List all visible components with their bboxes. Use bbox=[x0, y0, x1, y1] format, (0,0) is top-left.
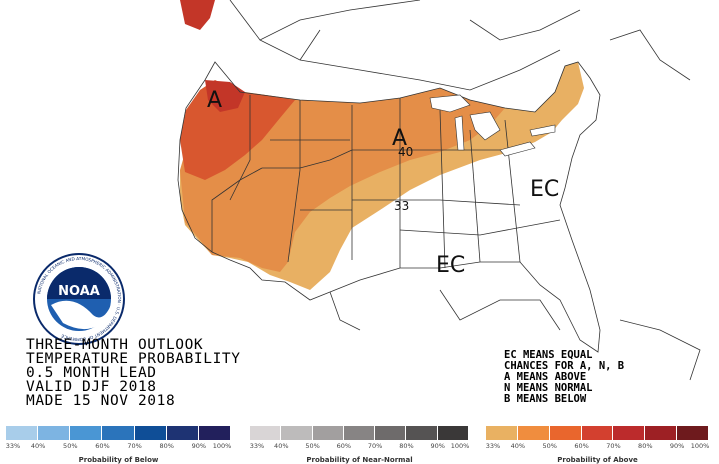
above-60-core bbox=[205, 80, 245, 112]
color-bar-tick: 90% bbox=[191, 442, 207, 450]
color-swatch bbox=[102, 426, 135, 440]
boundary-lines bbox=[177, 0, 701, 381]
near-normal-color-bar: 33% 40% 50% 60% 70% 80% 90% 100% Probability of… bbox=[250, 426, 469, 464]
contour-label-33: 33 bbox=[394, 199, 409, 213]
above-60-alaska bbox=[180, 0, 215, 30]
contour-label-40: 40 bbox=[398, 145, 413, 159]
color-bar-tick: 50% bbox=[63, 442, 78, 450]
title-line: THREE-MONTH OUTLOOK bbox=[26, 337, 204, 353]
color-swatch bbox=[312, 426, 344, 440]
above-color-bar: 33% 40% 50% 60% 70% 80% 90% 100% Probability of… bbox=[486, 426, 709, 464]
color-swatch bbox=[166, 426, 199, 440]
color-bar-tick: 40% bbox=[30, 442, 46, 450]
title-line: VALID DJF 2018 bbox=[26, 379, 157, 395]
color-swatch bbox=[343, 426, 376, 440]
color-bar-tick: 50% bbox=[542, 442, 557, 450]
ec-label-northeast: EC bbox=[530, 177, 559, 202]
near-normal-swatches bbox=[250, 426, 469, 440]
color-bar-tick: 90% bbox=[669, 442, 685, 450]
color-bar-tick: 40% bbox=[510, 442, 526, 450]
color-swatch bbox=[645, 426, 678, 440]
color-swatch bbox=[581, 426, 614, 440]
color-swatch bbox=[70, 426, 103, 440]
color-swatch bbox=[38, 426, 71, 440]
legend-line: N MEANS NORMAL bbox=[504, 382, 593, 394]
above-label-northwest: A bbox=[207, 88, 222, 113]
color-swatch bbox=[281, 426, 313, 440]
outlook-title: THREE-MONTH OUTLOOK TEMPERATURE PROBABIL… bbox=[26, 337, 241, 409]
great-lakes bbox=[429, 94, 556, 157]
noaa-logo-text: NOAA bbox=[58, 284, 100, 299]
color-swatch bbox=[134, 426, 167, 440]
color-bar-tick: 80% bbox=[159, 442, 174, 450]
color-bar-tick: 60% bbox=[574, 442, 589, 450]
title-line: TEMPERATURE PROBABILITY bbox=[26, 351, 241, 367]
category-legend: EC MEANS EQUAL CHANCES FOR A, N, B A MEA… bbox=[504, 350, 624, 405]
below-swatches bbox=[6, 426, 231, 440]
legend-line: A MEANS ABOVE bbox=[504, 371, 587, 383]
above-swatches bbox=[486, 426, 709, 440]
color-bar-tick: 33% bbox=[5, 442, 21, 450]
color-bar-tick: 70% bbox=[606, 442, 621, 450]
title-line: MADE 15 NOV 2018 bbox=[26, 393, 176, 409]
above-label-midwest: A bbox=[392, 126, 407, 151]
color-bar-tick: 50% bbox=[305, 442, 320, 450]
color-bar-tick: 100% bbox=[690, 442, 710, 450]
color-bar-tick: 70% bbox=[367, 442, 383, 450]
color-bar-tick: 90% bbox=[430, 442, 445, 450]
color-bar-tick: 80% bbox=[399, 442, 414, 450]
legend-line: CHANCES FOR A, N, B bbox=[504, 360, 625, 372]
color-swatch bbox=[250, 426, 282, 440]
color-swatch bbox=[375, 426, 407, 440]
noaa-logo: NOAA NATIONAL OCEANIC AND ATMOSPHERIC AD… bbox=[33, 253, 125, 345]
legend-line: B MEANS BELOW bbox=[504, 393, 587, 405]
color-bar-tick: 100% bbox=[212, 442, 232, 450]
color-swatch bbox=[6, 426, 39, 440]
color-swatch bbox=[198, 426, 231, 440]
above-50-band bbox=[180, 80, 295, 180]
color-swatch bbox=[549, 426, 582, 440]
color-swatch bbox=[437, 426, 469, 440]
below-caption: Probability of Below bbox=[78, 456, 159, 464]
color-bar-tick: 60% bbox=[336, 442, 352, 450]
color-swatch bbox=[677, 426, 709, 440]
ec-label-south: EC bbox=[436, 253, 465, 278]
color-swatch bbox=[517, 426, 550, 440]
color-swatch bbox=[486, 426, 518, 440]
above-caption: Probability of Above bbox=[557, 456, 638, 464]
below-color-bar: 33% 40% 50% 60% 70% 80% 90% 100% Probability of… bbox=[6, 426, 231, 464]
color-bar-tick: 60% bbox=[95, 442, 110, 450]
color-bar-tick: 33% bbox=[485, 442, 501, 450]
color-bar-tick: 40% bbox=[274, 442, 289, 450]
legend-line: EC MEANS EQUAL bbox=[504, 349, 593, 361]
title-line: 0.5 MONTH LEAD bbox=[26, 365, 157, 381]
color-swatch bbox=[613, 426, 646, 440]
color-bar-tick: 80% bbox=[638, 442, 653, 450]
color-bar-tick: 100% bbox=[450, 442, 470, 450]
color-swatch bbox=[406, 426, 438, 440]
near-normal-caption: Probability of Near-Normal bbox=[306, 456, 413, 464]
color-bar-tick: 33% bbox=[249, 442, 265, 450]
color-bar-tick: 70% bbox=[127, 442, 142, 450]
